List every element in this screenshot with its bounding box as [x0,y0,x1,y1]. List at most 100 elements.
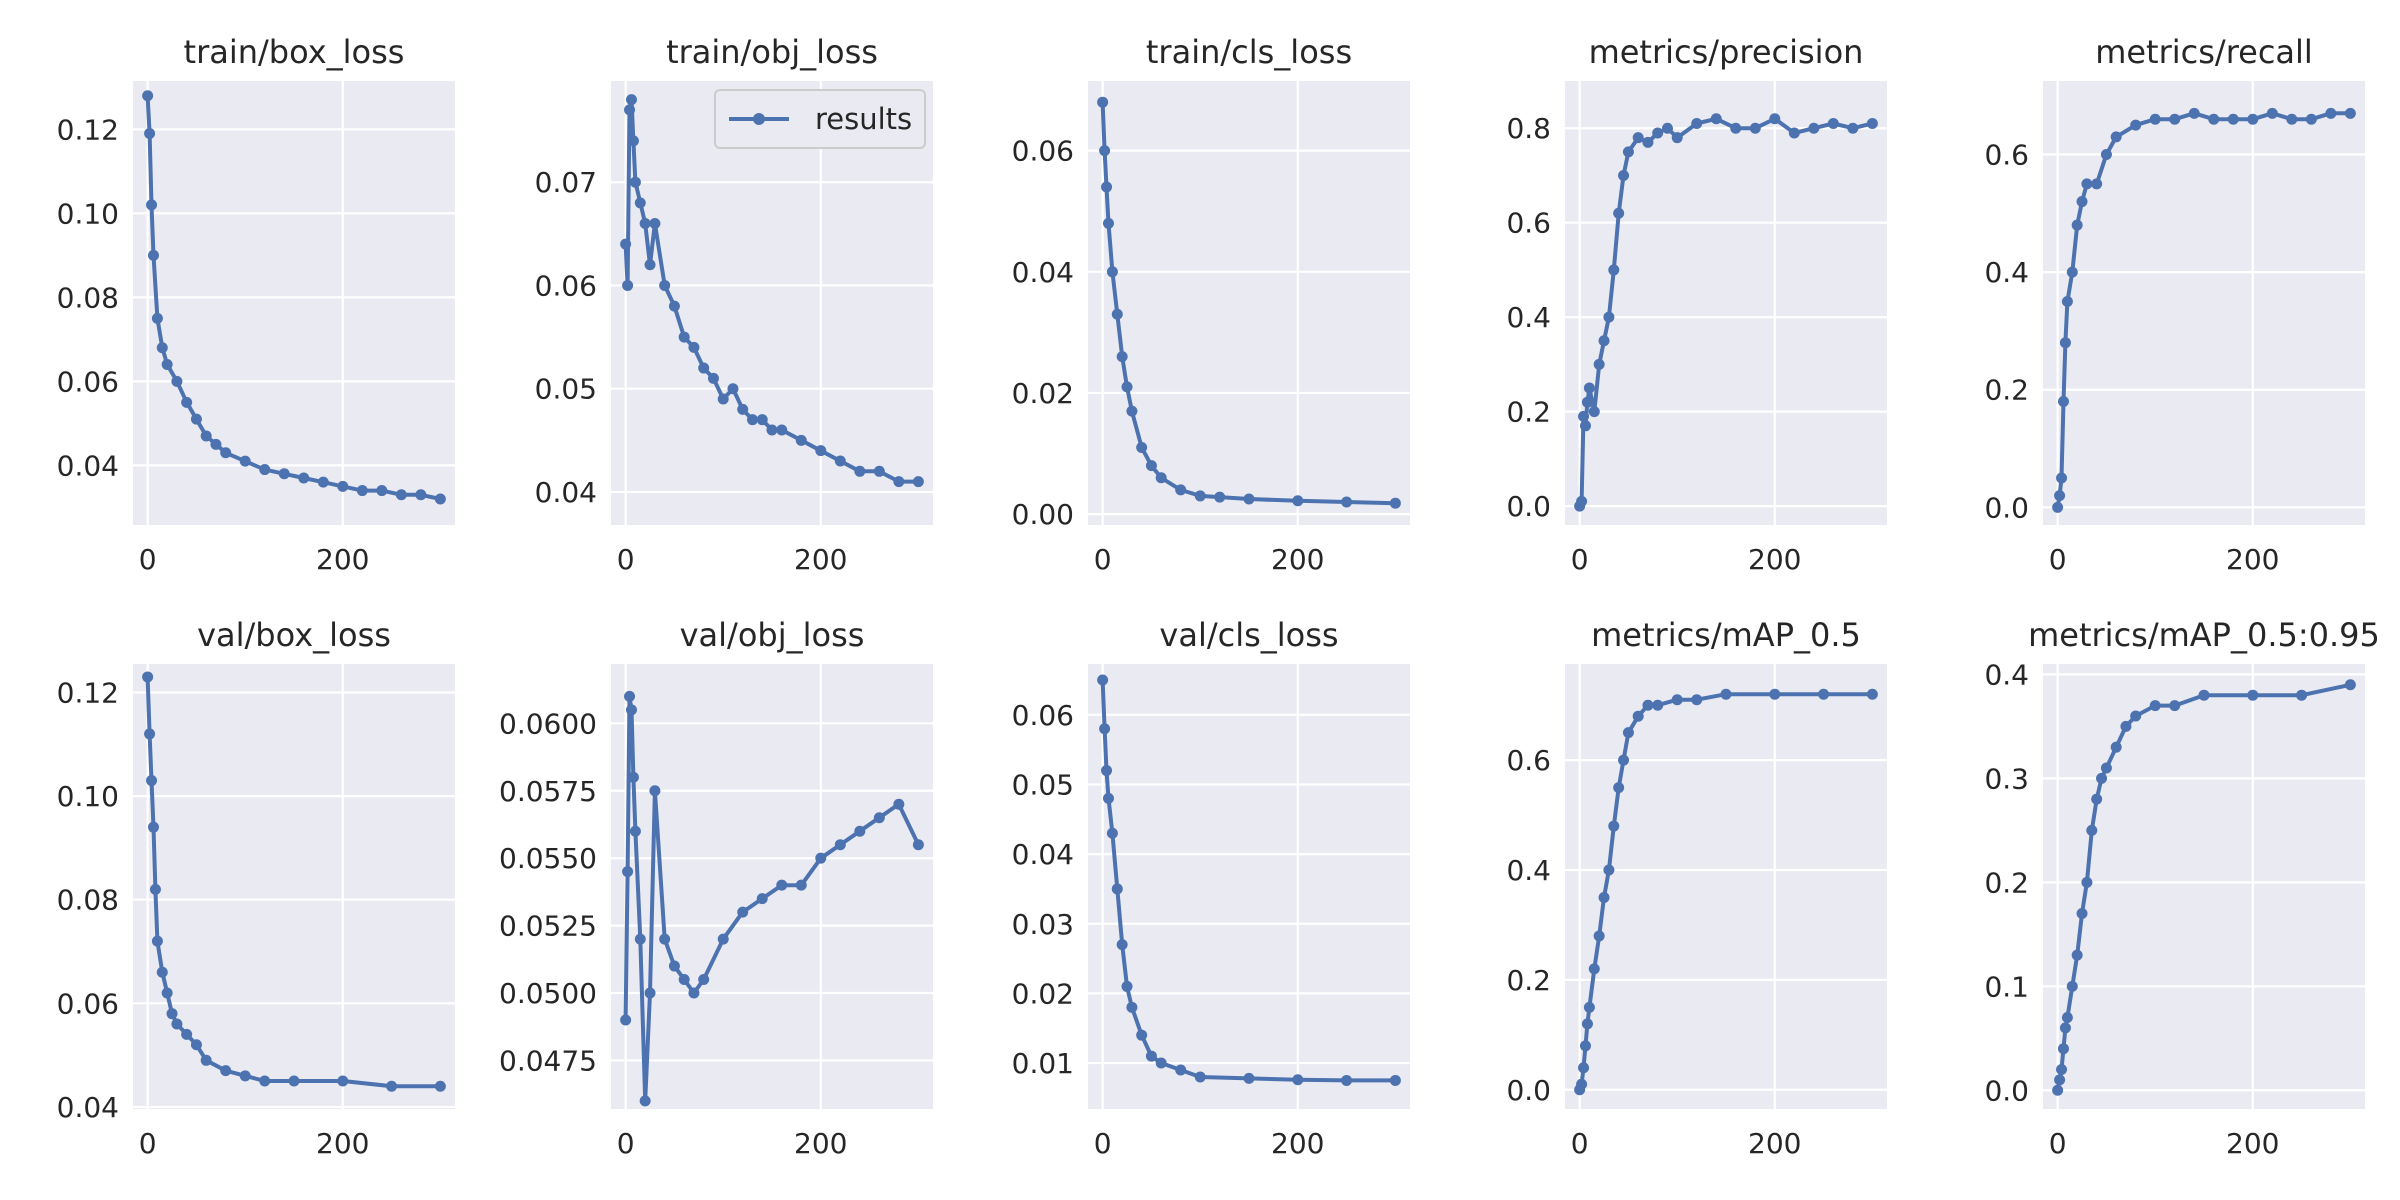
data-point [625,704,637,716]
data-point [147,249,159,261]
data-point [2130,710,2142,722]
data-point [151,935,163,947]
data-point [220,447,232,459]
data-point [2266,107,2278,119]
x-tick-label: 0 [617,1127,635,1160]
data-point [1642,136,1654,148]
data-point [395,489,407,501]
plot-area [133,81,455,525]
data-point [2100,762,2112,774]
data-point [190,1039,202,1051]
data-point [634,933,646,945]
data-point [1866,118,1878,130]
data-point [166,1008,178,1020]
data-point [698,974,710,986]
y-tick-label: 0.4 [1984,658,2029,691]
data-point [1214,491,1226,503]
data-point [156,966,168,978]
y-tick-label: 0.0 [1506,1074,1551,1107]
data-point [1579,1040,1591,1052]
data-point [795,434,807,446]
data-point [873,812,885,824]
data-point [1106,266,1118,278]
data-point [2066,980,2078,992]
y-tick-label: 0.0575 [499,775,597,808]
data-point [1613,782,1625,794]
data-point [737,403,749,415]
data-point [912,476,924,488]
data-point [1632,132,1644,144]
data-point [1603,311,1615,323]
data-point [1593,358,1605,370]
y-tick-label: 0.12 [57,113,119,146]
data-point [1749,122,1761,134]
x-tick-label: 0 [1571,1127,1589,1160]
data-point [200,1054,212,1066]
subplot-title: val/box_loss [197,616,391,654]
data-point [2061,1012,2073,1024]
x-tick-label: 200 [2226,543,2279,576]
y-tick-label: 0.6 [1506,207,1551,240]
data-point [1106,827,1118,839]
plot-area [1088,81,1410,525]
data-point [1603,864,1615,876]
data-point [2052,501,2064,513]
data-point [1622,727,1634,739]
data-point [2054,1074,2066,1086]
y-tick-label: 0.0500 [499,977,597,1010]
data-point [2198,689,2210,701]
y-tick-label: 0.3 [1984,762,2029,795]
subplot-title: metrics/recall [2095,33,2313,71]
data-point [1691,118,1703,130]
data-point [2076,196,2088,208]
data-point [1579,420,1591,432]
data-point [434,493,446,505]
data-point [356,485,368,497]
data-point [1720,688,1732,700]
data-point [2227,113,2239,125]
y-tick-label: 0.04 [535,476,597,509]
legend: results [714,89,926,149]
data-point [1691,694,1703,706]
subplot-8: metrics/mAP_0.5 0 200 0.0 0.2 0.4 0.6 [1506,616,1887,1160]
subplot-title: train/box_loss [184,33,405,71]
data-point [1769,113,1781,125]
y-tick-label: 0.8 [1506,112,1551,145]
data-point [1593,930,1605,942]
data-point [181,1028,193,1040]
x-tick-label: 0 [2049,543,2067,576]
y-tick-label: 0.0525 [499,910,597,943]
plot-area [1565,81,1887,525]
plot-area [133,664,455,1109]
data-point [181,396,193,408]
data-point [386,1080,398,1092]
data-point [1121,381,1133,393]
data-point [2247,113,2259,125]
data-point [2169,700,2181,712]
data-point [766,424,778,436]
x-tick-label: 200 [316,543,369,576]
data-point [1099,145,1111,157]
x-tick-label: 0 [1094,543,1112,576]
y-tick-label: 0.4 [1984,256,2029,289]
y-tick-label: 0.04 [57,449,119,482]
data-point [2056,472,2068,484]
y-tick-label: 0.05 [1012,768,1074,801]
legend-marker [753,113,765,125]
data-point [688,341,700,353]
data-point [2100,149,2112,161]
x-tick-label: 0 [2049,1127,2067,1160]
data-point [620,238,632,250]
y-tick-label: 0.06 [57,365,119,398]
x-tick-label: 200 [316,1127,369,1160]
data-point [2344,679,2356,691]
y-tick-label: 0.1 [1984,970,2029,1003]
y-tick-label: 0.00 [1012,498,1074,531]
data-point [151,312,163,324]
data-point [659,279,671,291]
data-point [622,279,634,291]
data-point [2091,178,2103,190]
data-point [259,464,271,476]
y-tick-label: 0.2 [1506,396,1551,429]
data-point [1243,493,1255,505]
